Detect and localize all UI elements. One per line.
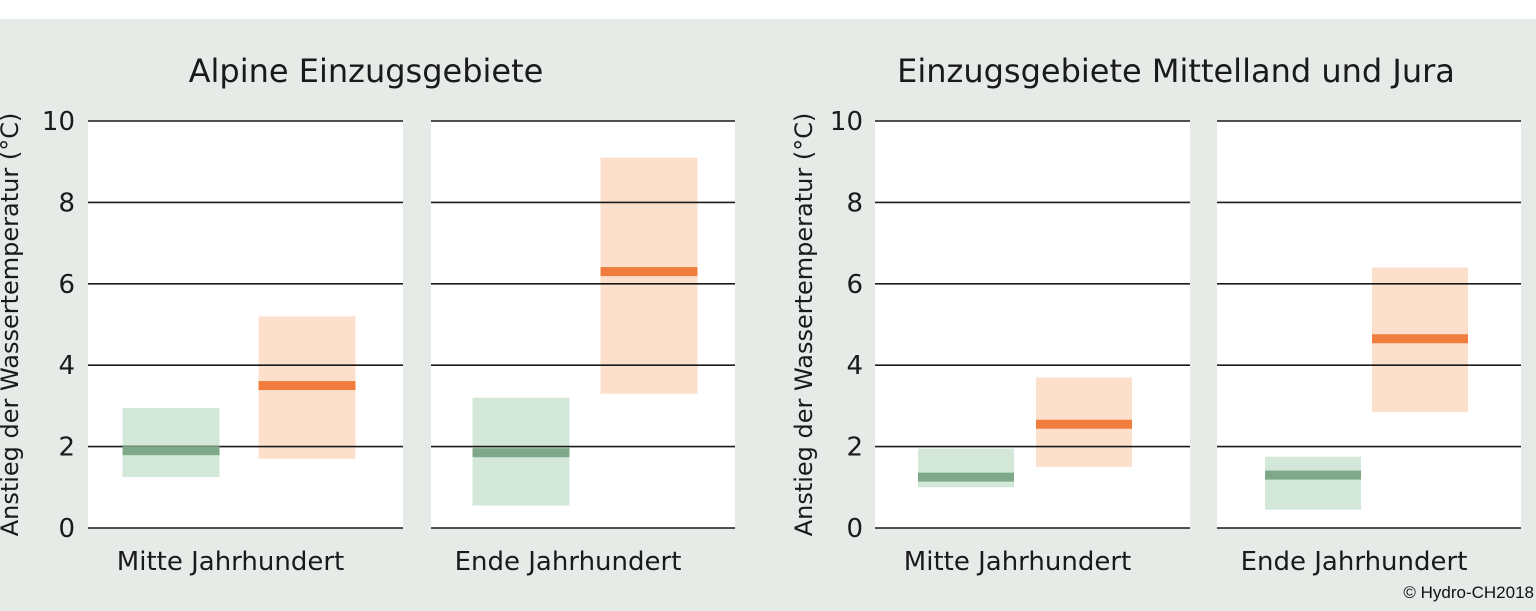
range-bar: [122, 407, 220, 478]
median-line: [122, 446, 220, 456]
plot-panel: [1217, 121, 1521, 528]
median-line: [258, 381, 356, 391]
y-tick-label: 8: [846, 188, 863, 218]
median-line: [918, 472, 1014, 482]
median-line: [600, 267, 698, 277]
y-tick-label: 8: [58, 188, 75, 218]
y-tick-label: 10: [42, 107, 75, 137]
range-bar: [1265, 456, 1361, 510]
x-category-label: Mitte Jahrhundert: [117, 547, 344, 577]
y-tick-label: 0: [58, 514, 75, 544]
figure: Alpine Einzugsgebiete Anstieg der Wassert…: [0, 19, 1536, 611]
y-tick-label: 6: [58, 270, 75, 300]
y-tick-label: 6: [846, 270, 863, 300]
y-axis-label: Anstieg der Wassertemperatur (°C): [790, 113, 818, 537]
y-tick-label: 2: [58, 433, 75, 463]
median-line: [1036, 419, 1132, 429]
y-tick-label: 10: [830, 107, 863, 137]
chart-title: Einzugsgebiete Mittelland und Jura: [897, 52, 1455, 90]
y-tick-label: 4: [846, 351, 863, 381]
median-line: [1265, 470, 1361, 480]
x-category-label: Mitte Jahrhundert: [904, 547, 1131, 577]
y-tick-label: 2: [846, 433, 863, 463]
y-tick-label: 0: [846, 514, 863, 544]
chart-title: Alpine Einzugsgebiete: [189, 52, 544, 90]
chart-svg: Alpine Einzugsgebiete Anstieg der Wassert…: [0, 52, 1521, 577]
y-axis-label: Anstieg der Wassertemperatur (°C): [0, 113, 24, 537]
median-line: [1372, 334, 1468, 344]
x-category-label: Ende Jahrhundert: [1241, 547, 1468, 577]
copyright-text: © Hydro-CH2018: [1403, 583, 1534, 602]
median-line: [472, 448, 570, 458]
x-category-label: Ende Jahrhundert: [455, 547, 682, 577]
y-tick-label: 4: [58, 351, 75, 381]
